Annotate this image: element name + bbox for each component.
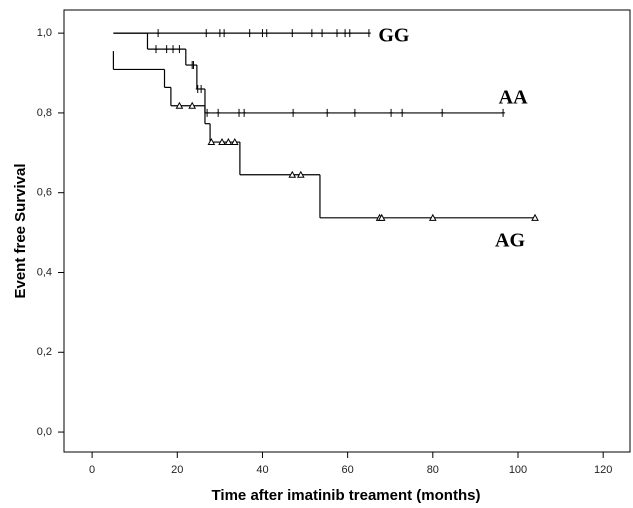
censor-mark	[237, 108, 242, 117]
y-tick-label: 0,0	[37, 426, 52, 438]
censor-mark	[291, 108, 296, 117]
censor-mark	[153, 45, 158, 54]
censor-mark	[216, 108, 221, 117]
censor-mark	[207, 137, 216, 146]
censor-mark	[222, 29, 227, 38]
censor-mark	[501, 108, 506, 117]
x-tick-label: 40	[256, 464, 268, 476]
series-label: GG	[378, 25, 410, 47]
censor-mark	[377, 213, 386, 221]
censor-mark	[334, 29, 339, 38]
y-tick-label: 0,6	[37, 187, 52, 199]
censor-mark	[260, 29, 265, 38]
y-tick-label: 1,0	[37, 27, 52, 39]
censor-mark	[296, 170, 305, 178]
censor-mark	[247, 29, 252, 38]
censor-mark	[204, 29, 209, 38]
x-tick-label: 80	[427, 464, 439, 476]
censor-mark	[199, 84, 204, 93]
censor-mark	[175, 101, 184, 109]
censor-mark	[290, 29, 295, 38]
censor-mark	[264, 29, 269, 38]
censor-mark	[224, 137, 233, 146]
x-tick-label: 100	[509, 464, 527, 476]
y-tick-label: 0,8	[37, 107, 52, 119]
censor-mark	[171, 45, 176, 54]
censor-mark	[389, 108, 394, 117]
censor-mark	[156, 29, 161, 38]
x-tick-label: 0	[89, 464, 95, 476]
censor-mark	[352, 108, 357, 117]
x-axis-title: Time after imatinib treament (months)	[212, 487, 481, 504]
y-tick-label: 0,4	[37, 266, 52, 278]
censor-mark	[217, 29, 222, 38]
censor-mark	[309, 29, 314, 38]
censor-mark	[288, 170, 297, 178]
x-tick-label: 60	[342, 464, 354, 476]
censor-mark	[531, 213, 539, 221]
series-label: AG	[495, 229, 525, 251]
x-tick-label: 20	[171, 464, 183, 476]
plot-frame	[63, 9, 631, 453]
censor-mark	[195, 84, 200, 93]
censor-mark	[325, 108, 330, 117]
y-tick-label: 0,2	[37, 346, 52, 358]
censor-mark	[428, 213, 437, 221]
censor-mark	[164, 45, 169, 54]
censor-mark	[440, 108, 445, 117]
censor-mark	[218, 137, 226, 146]
censor-mark	[242, 108, 247, 117]
censor-mark	[177, 45, 182, 54]
censor-mark	[400, 108, 405, 117]
y-axis-title: Event free Survival	[12, 163, 29, 298]
censor-mark	[343, 29, 348, 38]
series-label: AA	[499, 87, 528, 109]
censor-mark	[347, 29, 352, 38]
censor-mark	[230, 137, 239, 146]
censor-mark	[205, 108, 210, 117]
x-tick-label: 120	[594, 464, 612, 476]
censor-mark	[320, 29, 325, 38]
censor-mark	[366, 29, 371, 38]
censor-mark	[188, 101, 197, 109]
censor-mark	[191, 61, 196, 70]
